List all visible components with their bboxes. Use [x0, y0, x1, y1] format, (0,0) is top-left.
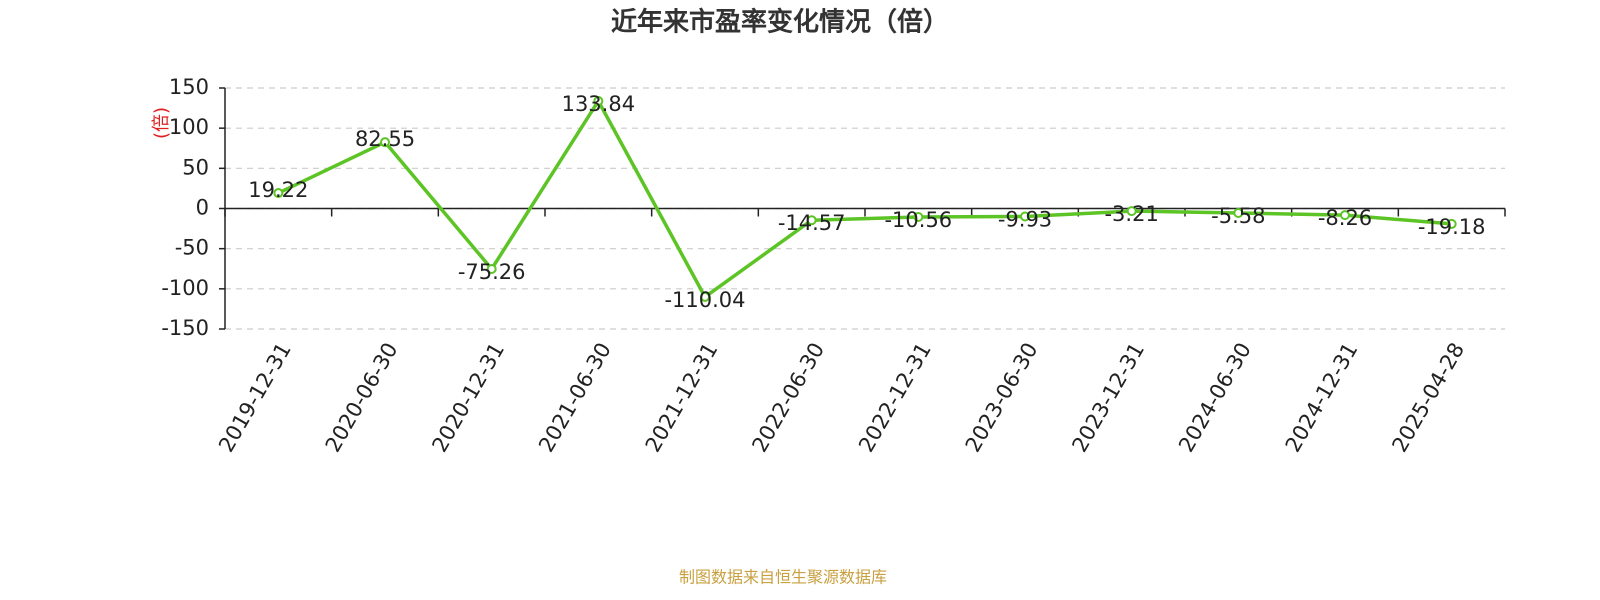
data-label: -75.26	[458, 260, 526, 284]
data-label: 82.55	[355, 127, 415, 151]
data-point	[1126, 206, 1137, 217]
x-tick-label: 2023-12-31	[1067, 339, 1149, 457]
y-tick-label: 0	[196, 196, 209, 220]
data-point	[1020, 211, 1030, 222]
x-tick-label: 2020-12-31	[427, 339, 509, 457]
data-point	[380, 137, 390, 148]
data-point	[913, 211, 924, 222]
x-tick-label: 2023-06-30	[961, 339, 1043, 457]
y-tick-label: -50	[175, 236, 209, 260]
data-point	[593, 95, 604, 106]
y-tick-label: 150	[169, 75, 209, 99]
data-point	[700, 291, 710, 302]
data-label: -9.93	[998, 207, 1052, 231]
x-tick-label: 2022-12-31	[854, 339, 936, 457]
series-line	[277, 99, 1452, 299]
x-tick-label: 2025-04-28	[1387, 339, 1469, 457]
data-label: 133.84	[562, 92, 635, 116]
data-point	[273, 188, 284, 199]
data-point	[1446, 218, 1457, 229]
data-point	[1233, 207, 1244, 218]
y-axis-label: (倍)	[151, 107, 172, 139]
data-label: -5.58	[1211, 204, 1265, 228]
x-tick-label: 2021-06-30	[534, 339, 616, 457]
y-tick-label: -150	[161, 316, 209, 340]
x-tick-label: 2020-06-30	[321, 339, 403, 457]
data-label: -110.04	[664, 288, 745, 312]
y-tick-label: -100	[161, 276, 209, 300]
data-label: -10.56	[884, 208, 952, 232]
data-point	[806, 215, 817, 226]
data-label: -19.18	[1418, 215, 1486, 239]
data-label: 19.22	[248, 178, 308, 202]
x-tick-label: 2024-06-30	[1174, 339, 1256, 457]
data-point	[1340, 210, 1350, 221]
data-point	[486, 263, 497, 274]
x-tick-label: 2021-12-31	[641, 339, 723, 457]
x-tick-label: 2019-12-31	[214, 339, 296, 457]
y-tick-label: 100	[169, 115, 209, 139]
x-tick-label: 2024-12-31	[1281, 339, 1363, 457]
y-tick-label: 50	[182, 155, 209, 179]
chart-title: 近年来市盈率变化情况（倍）	[611, 7, 949, 38]
data-label: -14.57	[778, 211, 846, 235]
source-note: 制图数据来自恒生聚源数据库	[679, 568, 887, 587]
x-tick-label: 2022-06-30	[747, 339, 829, 457]
data-label: -8.26	[1318, 206, 1372, 230]
data-label: -3.21	[1104, 202, 1158, 226]
